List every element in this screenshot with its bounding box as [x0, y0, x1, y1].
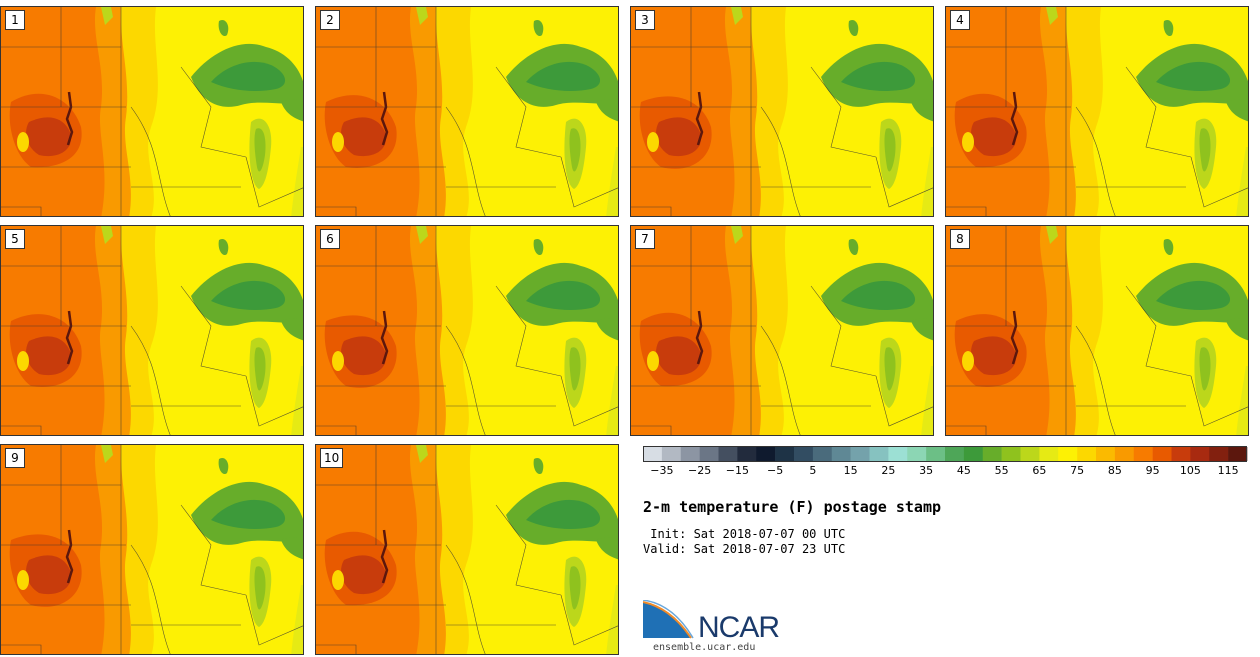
- colorbar-swatch: [737, 447, 757, 461]
- colorbar-tick-label: 95: [1145, 464, 1160, 477]
- postage-stamp-panel: 4: [945, 6, 1249, 217]
- valid-time: Valid: Sat 2018-07-07 23 UTC: [643, 542, 846, 556]
- colorbar-swatch: [945, 447, 965, 461]
- colorbar-swatch: [982, 447, 1002, 461]
- colorbar-swatch: [907, 447, 927, 461]
- panel-member-number: 9: [5, 448, 25, 468]
- colorbar-swatch: [1209, 447, 1229, 461]
- postage-stamp-panel: 10: [315, 444, 619, 655]
- init-time: Init: Sat 2018-07-07 00 UTC: [643, 527, 846, 541]
- postage-stamp-panel: 7: [630, 225, 934, 436]
- panel-member-number: 8: [950, 229, 970, 249]
- ncar-logo-icon: [643, 600, 694, 639]
- colorbar-swatch: [756, 447, 776, 461]
- colorbar: [643, 446, 1248, 462]
- colorbar-tick-label: 5: [809, 464, 817, 477]
- colorbar-tick-label: −15: [725, 464, 749, 477]
- colorbar-tick-label: 85: [1107, 464, 1122, 477]
- colorbar-swatch: [699, 447, 719, 461]
- panel-member-number: 1: [5, 10, 25, 30]
- colorbar-tick-label: −25: [688, 464, 712, 477]
- figure-title: 2-m temperature (F) postage stamp: [643, 498, 942, 516]
- postage-stamp-panel: 5: [0, 225, 304, 436]
- colorbar-swatch: [661, 447, 682, 461]
- org-url: ensemble.ucar.edu: [653, 642, 756, 653]
- colorbar-swatch: [1152, 447, 1172, 461]
- colorbar-tick-label: 75: [1070, 464, 1085, 477]
- colorbar-swatch: [812, 447, 833, 461]
- colorbar-tick-label: 25: [881, 464, 896, 477]
- colorbar-swatch: [794, 447, 814, 461]
- colorbar-swatch: [1058, 447, 1078, 461]
- colorbar-swatch: [1001, 447, 1021, 461]
- colorbar-tick-labels: −35 −25 −15 −5 5 15 25 35 45 55 65 75 85 95 105 115: [643, 464, 1247, 482]
- colorbar-tick-label: −5: [767, 464, 784, 477]
- colorbar-tick-label: 65: [1032, 464, 1047, 477]
- colorbar-swatch: [963, 447, 984, 461]
- colorbar-tick-label: 55: [994, 464, 1009, 477]
- colorbar-swatch: [1171, 447, 1191, 461]
- colorbar-swatch: [1096, 447, 1116, 461]
- colorbar-swatch: [1077, 447, 1097, 461]
- postage-stamp-panel: 1: [0, 6, 304, 217]
- panel-member-number: 5: [5, 229, 25, 249]
- colorbar-swatch: [888, 447, 908, 461]
- postage-stamp-panel: 3: [630, 6, 934, 217]
- colorbar-tick-label: −35: [650, 464, 674, 477]
- colorbar-swatch: [1190, 447, 1210, 461]
- colorbar-tick-label: 45: [956, 464, 971, 477]
- panel-member-number: 3: [635, 10, 655, 30]
- panel-member-number: 6: [320, 229, 340, 249]
- colorbar-swatch: [869, 447, 889, 461]
- postage-stamp-panel: 6: [315, 225, 619, 436]
- colorbar-swatch: [643, 447, 663, 461]
- colorbar-tick-label: 15: [843, 464, 858, 477]
- panel-member-number: 4: [950, 10, 970, 30]
- org-name: NCAR: [698, 611, 780, 644]
- postage-stamp-panel: 2: [315, 6, 619, 217]
- panel-member-number: 2: [320, 10, 340, 30]
- colorbar-swatch: [926, 447, 946, 461]
- colorbar-swatch: [1133, 447, 1153, 461]
- colorbar-swatch: [850, 447, 870, 461]
- panel-member-number: 10: [320, 448, 344, 468]
- colorbar-swatch: [831, 447, 851, 461]
- colorbar-tick-label: 105: [1179, 464, 1201, 477]
- postage-stamp-panel: 8: [945, 225, 1249, 436]
- colorbar-swatch: [775, 447, 795, 461]
- colorbar-tick-label: 35: [919, 464, 934, 477]
- colorbar-swatch: [1039, 447, 1059, 461]
- colorbar-swatch: [1114, 447, 1135, 461]
- colorbar-swatch: [1020, 447, 1040, 461]
- colorbar-swatch: [1228, 447, 1248, 461]
- colorbar-tick-label: 115: [1217, 464, 1239, 477]
- colorbar-swatch: [718, 447, 738, 461]
- colorbar-swatch: [680, 447, 700, 461]
- panel-member-number: 7: [635, 229, 655, 249]
- postage-stamp-panel: 9: [0, 444, 304, 655]
